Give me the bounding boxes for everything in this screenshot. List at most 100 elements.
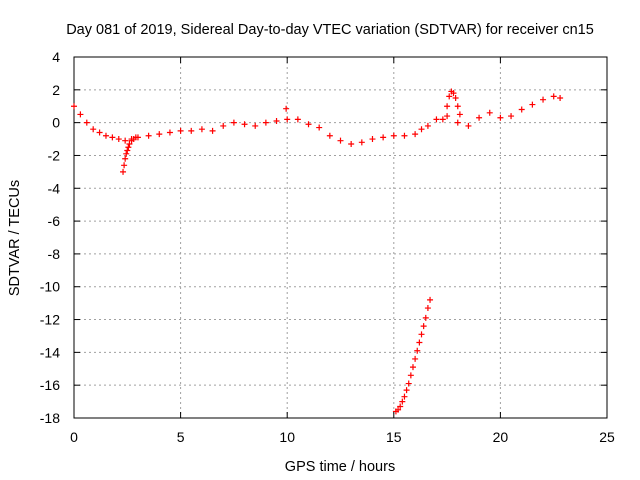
data-point xyxy=(220,122,227,129)
data-point xyxy=(424,305,431,312)
data-point xyxy=(284,116,291,123)
data-point xyxy=(77,111,84,118)
y-axis-label: SDTVAR / TECUs xyxy=(7,180,23,296)
data-point xyxy=(444,103,451,110)
data-point xyxy=(403,387,410,394)
data-point xyxy=(439,116,446,123)
data-point xyxy=(358,139,365,146)
data-point xyxy=(433,116,440,123)
data-point xyxy=(390,132,397,139)
data-point xyxy=(156,131,163,138)
x-tick-label: 20 xyxy=(493,429,509,445)
data-point xyxy=(120,168,127,175)
series-points xyxy=(392,296,434,415)
data-point xyxy=(71,103,77,110)
data-point xyxy=(90,126,97,133)
x-tick-label: 25 xyxy=(599,429,615,445)
chart-title: Day 081 of 2019, Sidereal Day-to-day VTE… xyxy=(66,22,594,38)
data-point xyxy=(83,119,90,126)
data-point xyxy=(424,122,431,129)
data-point xyxy=(241,121,248,128)
y-tick-labels: -18 -16 -14 -12 -10 -8 -6 -4 -2 0 2 4 xyxy=(40,49,60,426)
data-point xyxy=(550,93,557,100)
data-point xyxy=(294,116,301,123)
data-point xyxy=(401,393,408,400)
data-points xyxy=(71,88,564,415)
series-points xyxy=(120,134,139,175)
x-tick-labels: 0 5 10 15 20 25 xyxy=(70,429,615,445)
series-points xyxy=(439,88,463,123)
plot-frame xyxy=(73,56,608,419)
data-point xyxy=(305,121,312,128)
data-point xyxy=(369,136,376,143)
data-point xyxy=(497,114,504,121)
data-point xyxy=(399,398,406,405)
data-point xyxy=(446,93,453,100)
data-point xyxy=(273,117,280,124)
y-tick-label: -2 xyxy=(48,147,61,163)
x-axis-label: GPS time / hours xyxy=(285,459,395,475)
data-point xyxy=(508,113,515,120)
x-tick-label: 5 xyxy=(177,429,185,445)
data-point xyxy=(230,119,237,126)
data-point xyxy=(397,403,404,410)
data-point xyxy=(124,147,131,154)
data-point xyxy=(122,155,129,162)
y-tick-label: 2 xyxy=(52,82,60,98)
data-point xyxy=(177,127,184,134)
x-tick-label: 15 xyxy=(386,429,402,445)
series-points xyxy=(71,93,564,147)
data-point xyxy=(557,95,564,102)
data-point xyxy=(380,134,387,141)
y-tick-label: -4 xyxy=(48,180,61,196)
data-point xyxy=(198,126,205,133)
data-point xyxy=(409,364,416,371)
data-point xyxy=(395,406,402,413)
data-point xyxy=(166,129,173,136)
data-point xyxy=(450,90,457,97)
data-point xyxy=(132,134,139,141)
y-tick-label: -18 xyxy=(40,410,60,426)
data-point xyxy=(476,114,483,121)
grid-lines xyxy=(74,57,607,418)
data-point xyxy=(412,355,419,362)
data-point xyxy=(416,339,423,346)
data-point xyxy=(407,372,414,379)
data-point xyxy=(252,122,259,129)
y-tick-label: -16 xyxy=(40,377,60,393)
data-point xyxy=(412,131,419,138)
data-point xyxy=(188,127,195,134)
data-point xyxy=(125,144,132,151)
data-point xyxy=(123,150,130,157)
data-point xyxy=(121,162,128,169)
data-point xyxy=(454,103,461,110)
data-point xyxy=(401,132,408,139)
data-point xyxy=(348,140,355,147)
data-point xyxy=(540,96,547,103)
tick-marks xyxy=(73,56,608,419)
data-point xyxy=(109,134,116,141)
data-point xyxy=(456,111,463,118)
series-points xyxy=(283,105,290,112)
data-point xyxy=(96,129,103,136)
data-point xyxy=(115,136,122,143)
data-point xyxy=(283,105,290,112)
data-point xyxy=(427,296,434,303)
data-point xyxy=(262,119,269,126)
y-tick-label: -6 xyxy=(48,213,61,229)
y-tick-label: -8 xyxy=(48,246,61,262)
data-point xyxy=(418,126,425,133)
data-point xyxy=(209,127,216,134)
data-point xyxy=(418,331,425,338)
data-point xyxy=(422,314,429,321)
y-tick-label: -10 xyxy=(40,279,60,295)
y-tick-label: 0 xyxy=(52,115,60,131)
y-tick-label: -12 xyxy=(40,312,60,328)
data-point xyxy=(405,380,412,387)
data-point xyxy=(444,113,451,120)
data-point xyxy=(326,132,333,139)
y-tick-label: -14 xyxy=(40,344,60,360)
data-point xyxy=(145,132,152,139)
data-point xyxy=(452,95,459,102)
